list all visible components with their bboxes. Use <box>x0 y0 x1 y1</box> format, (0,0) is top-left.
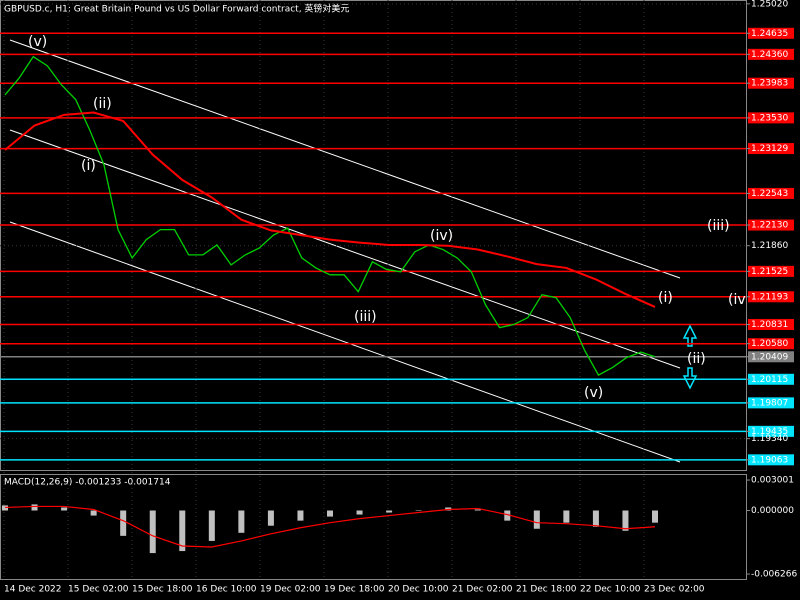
macd-signal <box>4 505 656 548</box>
tick-label-bg <box>748 351 794 363</box>
x-tick-label: 14 Dec 2022 <box>4 585 62 595</box>
macd-bar <box>563 510 570 523</box>
moving-average <box>4 111 656 308</box>
buy-arrow <box>682 324 698 347</box>
tick-label-bg <box>748 338 794 350</box>
macd-bar <box>327 510 333 517</box>
y-tick-label: 1.23129 <box>751 144 788 154</box>
y-tick-label: 0.000000 <box>751 506 794 516</box>
wave-label: (v) <box>28 34 47 50</box>
tick-label-bg <box>748 373 794 385</box>
wave-label: (iv <box>728 292 746 308</box>
macd-bar <box>652 510 658 523</box>
y-tick-label: 1.22130 <box>751 221 788 231</box>
macd-bar <box>356 510 363 515</box>
wave-label: (iii) <box>354 309 377 325</box>
y-tick-label: 1.20831 <box>751 320 788 330</box>
macd-pane-border <box>0 474 747 580</box>
macd-bar <box>90 510 97 516</box>
x-tick-label: 16 Dec 10:00 <box>196 585 257 595</box>
macd-bar <box>267 510 274 526</box>
tick-label-bg <box>748 187 794 199</box>
y-tick-label: 1.20580 <box>751 339 788 349</box>
tick-label-bg <box>748 397 794 409</box>
y-tick-label: 1.22543 <box>751 189 788 199</box>
tick-label-bg <box>748 425 794 437</box>
x-tick-label: 20 Dec 10:00 <box>388 585 449 595</box>
tick-label-bg <box>748 112 794 124</box>
wave-label: (v) <box>584 385 603 401</box>
wave-label: (ii) <box>687 351 706 367</box>
y-tick-label: 1.19807 <box>751 398 788 408</box>
y-tick-label: 1.24635 <box>751 29 788 39</box>
tick-label-bg <box>748 27 794 39</box>
wave-label: (iii) <box>707 218 730 234</box>
macd-bar <box>533 510 540 529</box>
price-pane-border <box>0 0 747 471</box>
sell-arrow <box>682 367 698 390</box>
macd-bar <box>2 505 8 511</box>
y-tick-label: 1.20115 <box>751 375 788 385</box>
y-tick-label: 1.19340 <box>751 434 788 444</box>
y-tick-label: -0.006266 <box>751 570 797 580</box>
wave-label: (iv) <box>430 228 453 244</box>
macd-bar <box>474 509 481 511</box>
y-tick-label: 1.21860 <box>751 241 788 251</box>
wave-label: (ii) <box>93 96 112 112</box>
tick-label-bg <box>748 291 794 303</box>
channel-line <box>9 129 681 369</box>
channel-line <box>9 39 681 279</box>
y-tick-label: 1.19063 <box>751 455 788 465</box>
macd-bar <box>622 510 629 531</box>
y-tick-label: 1.23530 <box>751 113 788 123</box>
macd-bar <box>415 510 422 511</box>
tick-label-bg <box>748 265 794 277</box>
macd-bar <box>208 510 215 541</box>
y-tick-label: 1.19435 <box>751 427 788 437</box>
y-tick-label: 1.21193 <box>751 292 788 302</box>
macd-bar <box>238 510 245 533</box>
tick-label-bg <box>748 318 794 330</box>
x-tick-label: 19 Dec 02:00 <box>260 585 321 595</box>
macd-bar <box>149 510 156 554</box>
tick-label-bg <box>748 219 794 231</box>
x-tick-label: 21 Dec 02:00 <box>452 585 513 595</box>
macd-bar <box>120 510 127 536</box>
x-tick-label: 19 Dec 18:00 <box>324 585 385 595</box>
y-tick-label: 1.25020 <box>751 0 788 9</box>
macd-bar <box>297 510 304 521</box>
macd-title: MACD(12,26,9) -0.001233 -0.001714 <box>4 478 171 488</box>
wave-label: (i) <box>81 158 96 174</box>
tick-label-bg <box>748 77 794 89</box>
x-tick-label: 15 Dec 18:00 <box>132 585 193 595</box>
x-tick-label: 22 Dec 10:00 <box>580 585 641 595</box>
tick-label-bg <box>748 454 794 466</box>
x-tick-label: 23 Dec 02:00 <box>644 585 705 595</box>
y-tick-label: 1.20409 <box>751 352 788 362</box>
y-tick-label: 0.003001 <box>751 476 794 486</box>
wave-label: (i) <box>658 290 673 306</box>
macd-bar <box>31 504 38 511</box>
price-line <box>4 55 656 376</box>
macd-bar <box>386 510 393 513</box>
y-tick-label: 1.23983 <box>751 79 788 89</box>
y-tick-label: 1.24360 <box>751 50 788 60</box>
macd-bar <box>179 510 186 552</box>
macd-bar <box>504 510 511 521</box>
x-tick-label: 15 Dec 02:00 <box>68 585 129 595</box>
tick-label-bg <box>748 48 794 60</box>
macd-bar <box>61 507 68 511</box>
channel-line <box>9 221 681 463</box>
chart-title: GBPUSD.c, H1: Great Britain Pound vs US … <box>4 3 349 15</box>
tick-label-bg <box>748 143 794 155</box>
macd-bar <box>592 510 599 527</box>
x-tick-label: 21 Dec 18:00 <box>516 585 577 595</box>
y-tick-label: 1.21525 <box>751 267 788 277</box>
